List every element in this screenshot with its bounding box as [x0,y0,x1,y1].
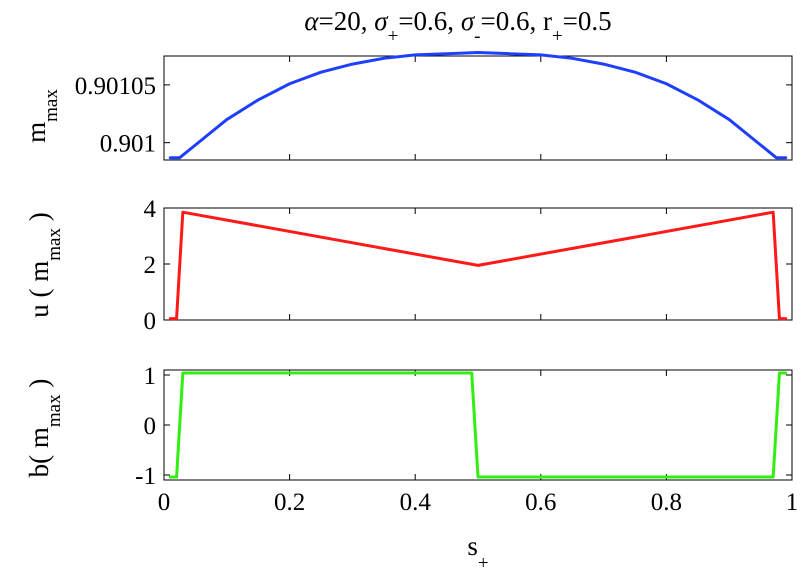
x-tick-label-4: 0.8 [651,489,682,516]
x-tick-label-0: 0 [158,489,171,516]
panel-1-ytick-label-1: 0.901 [100,131,156,158]
title-alpha: α [304,6,319,36]
title-sigma-minus: σ [461,6,476,36]
title-sub-minus: - [474,26,480,47]
figure-title: α=20, σ+=0.6, σ-=0.6, r+=0.5 [304,6,611,47]
title-sub-plus-1: + [388,26,399,47]
panel-2-ylabel: u ( mmax ) [24,212,65,317]
panel-1-frame [163,55,793,161]
title-sigma-plus: σ [374,6,389,36]
panel-1-ylabel-sub: max [41,89,62,122]
panel-3-series-line-0 [168,371,788,479]
x-tick-label-1: 0.2 [274,489,305,516]
title-part-3: =0.6, r [480,6,551,36]
title-part-2: =0.6, [398,6,460,36]
panel-3-ylabel-pre: b( m [24,427,54,477]
panel-2-ytick-label-1: 2 [144,252,157,279]
title-sub-plus-2: + [552,26,563,47]
x-tick-label-5: 1 [786,489,799,516]
panel-2-ylabel-pre: u ( m [24,261,54,318]
panel-3-ylabel: b( mmax ) [24,379,65,478]
panel-2-ytick-label-0: 4 [144,196,157,223]
panel-1-ylabel-base: m [21,122,51,143]
panel-2-ytick-label-2: 0 [144,308,157,335]
panel-1-series-line-0 [168,51,788,160]
title-part-4: =0.5 [563,6,612,36]
panel-3-ytick-label-2: -1 [135,463,156,490]
x-axis-label-base: s [467,531,478,561]
panel-3-ytick-label-1: 0 [144,413,157,440]
panel-3-ytick-label-0: 1 [144,363,157,390]
x-tick-label-3: 0.6 [525,489,556,516]
x-tick-label-2: 0.4 [400,489,432,516]
x-axis-label-sub: + [478,553,489,574]
panel-3-ylabel-sub: max [44,394,65,427]
panel-1-ylabel: mmax [21,89,62,143]
x-axis-label: s+ [467,531,488,574]
panel-2-ylabel-post: ) [24,212,54,228]
panel-3-ylabel-post: ) [24,379,54,395]
panel-1-ytick-label-0: 0.90105 [75,73,156,100]
title-part-1: =20, [319,6,375,36]
panel-2-ylabel-sub: max [44,228,65,261]
panel-2-series-line-0 [168,210,788,321]
